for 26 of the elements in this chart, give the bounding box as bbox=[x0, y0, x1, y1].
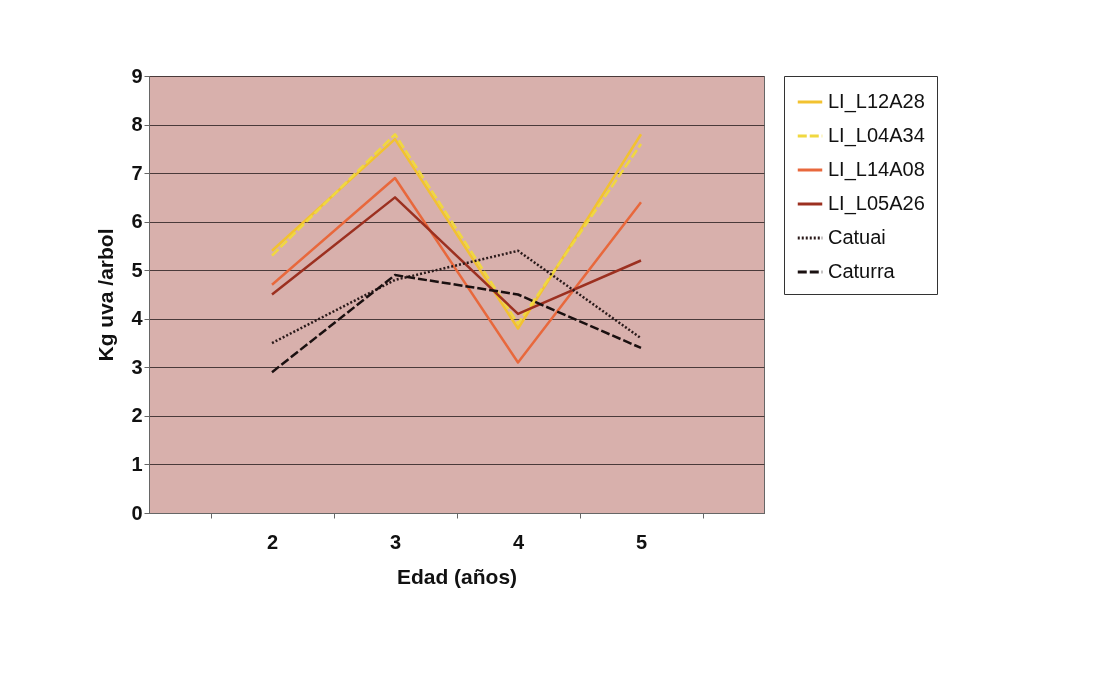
x-tick-label: 3 bbox=[389, 530, 402, 553]
line-series bbox=[270, 196, 643, 316]
x-axis-title: Edad (años) bbox=[396, 564, 518, 588]
legend-label: Catuai bbox=[828, 226, 886, 248]
y-tick-label: 6 bbox=[131, 210, 143, 233]
line-series bbox=[270, 176, 643, 364]
y-tick-label: 5 bbox=[131, 258, 143, 281]
y-tick-label: 1 bbox=[131, 452, 143, 475]
y-axis-title: Kg uva /arbol bbox=[94, 228, 118, 362]
x-tick-label: 4 bbox=[512, 530, 525, 553]
line-series bbox=[270, 273, 643, 374]
legend-label: LI_L14A08 bbox=[828, 158, 925, 181]
y-tick-label: 2 bbox=[131, 404, 143, 427]
legend-label: LI_L12A28 bbox=[828, 90, 925, 113]
y-tick-label: 3 bbox=[131, 355, 143, 378]
legend-label: LI_L05A26 bbox=[828, 192, 925, 215]
y-tick-label: 0 bbox=[131, 501, 143, 524]
y-tick-label: 8 bbox=[131, 113, 143, 136]
x-tick-label: 5 bbox=[635, 530, 648, 553]
legend-label: Caturra bbox=[828, 260, 896, 282]
y-tick-label: 4 bbox=[131, 307, 144, 330]
y-tick-label: 7 bbox=[131, 161, 143, 184]
legend-label: LI_L04A34 bbox=[828, 124, 925, 147]
x-tick-label: 2 bbox=[266, 530, 279, 553]
line-series bbox=[270, 249, 643, 345]
y-tick-label: 9 bbox=[131, 64, 143, 87]
